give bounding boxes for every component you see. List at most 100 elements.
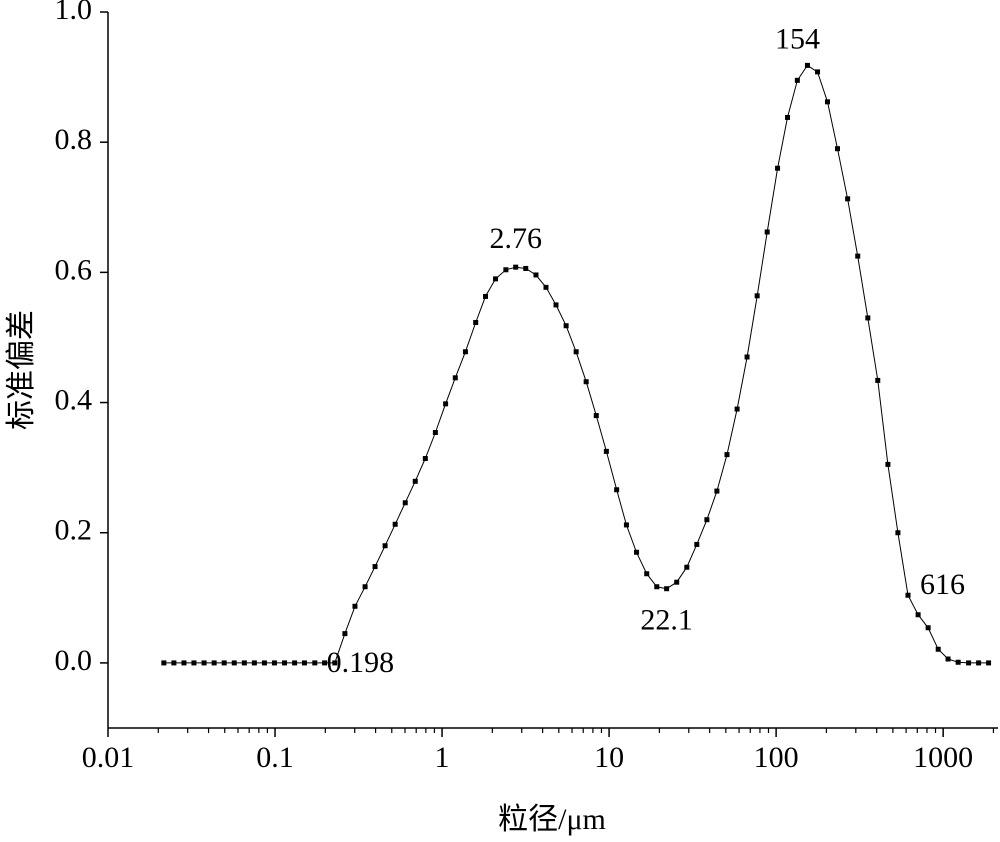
x-axis-label: 粒径/μm [498, 803, 606, 836]
marker [583, 379, 589, 385]
marker [282, 660, 288, 666]
marker [412, 478, 418, 484]
annotation: 0.198 [327, 646, 395, 679]
y-tick-label: 1.0 [55, 0, 93, 26]
marker [191, 660, 197, 666]
marker [533, 272, 539, 278]
marker [815, 69, 821, 75]
marker [824, 99, 830, 105]
annotation: 616 [920, 568, 965, 601]
annotation: 2.76 [489, 222, 542, 255]
marker [684, 564, 690, 570]
marker [593, 413, 599, 419]
marker [161, 660, 167, 666]
marker [945, 656, 951, 662]
marker [543, 284, 549, 290]
marker [754, 293, 760, 299]
marker [744, 354, 750, 360]
marker [804, 62, 810, 68]
marker [704, 517, 710, 523]
y-tick-label: 0.4 [55, 383, 93, 416]
marker [925, 625, 931, 631]
y-tick-label: 0.8 [55, 123, 93, 156]
marker [332, 660, 338, 666]
marker [634, 549, 640, 555]
marker [523, 265, 529, 271]
marker [352, 603, 358, 609]
marker [724, 452, 730, 458]
marker [785, 114, 791, 120]
marker [261, 660, 267, 666]
marker [211, 660, 217, 666]
marker [553, 302, 559, 308]
marker [986, 660, 992, 666]
marker [855, 253, 861, 259]
line [163, 64, 989, 664]
marker [171, 660, 177, 666]
marker [241, 660, 247, 666]
marker [301, 660, 307, 666]
marker [845, 196, 851, 202]
marker [382, 543, 388, 549]
x-tick-label: 10 [594, 741, 624, 774]
marker [231, 660, 237, 666]
marker [935, 646, 941, 652]
marker [432, 429, 438, 435]
marker [694, 541, 700, 547]
marker [443, 401, 449, 407]
marker [493, 276, 499, 282]
marker [865, 315, 871, 321]
marker [905, 592, 911, 598]
marker [644, 571, 650, 577]
marker [452, 375, 458, 381]
marker [402, 500, 408, 506]
y-axis-label: 标准偏差 [5, 310, 38, 430]
marker [775, 165, 781, 171]
marker [473, 319, 479, 325]
x-tick-label: 1000 [913, 741, 973, 774]
marker [201, 660, 207, 666]
marker [372, 564, 378, 570]
marker [503, 267, 509, 273]
marker [664, 586, 670, 592]
marker [462, 349, 468, 355]
marker [573, 349, 579, 355]
marker [915, 612, 921, 618]
marker [955, 659, 961, 665]
marker [322, 660, 328, 666]
marker [251, 660, 257, 666]
marker [895, 530, 901, 536]
marker [181, 660, 187, 666]
marker [392, 521, 398, 527]
y-tick-label: 0.6 [55, 253, 93, 286]
marker [312, 660, 318, 666]
annotation: 22.1 [640, 604, 693, 637]
marker [674, 579, 680, 585]
marker [422, 456, 428, 462]
y-tick-label: 0.2 [55, 514, 93, 547]
marker [603, 448, 609, 454]
marker [834, 146, 840, 152]
marker [714, 488, 720, 494]
marker [794, 77, 800, 83]
marker [342, 631, 348, 637]
marker [221, 660, 227, 666]
marker [563, 323, 569, 329]
marker [271, 660, 277, 666]
marker [513, 264, 519, 270]
marker [623, 522, 629, 528]
marker [734, 406, 740, 412]
marker [764, 229, 770, 235]
annotation: 154 [775, 22, 820, 55]
marker [654, 584, 660, 590]
marker [614, 487, 620, 493]
marker [976, 660, 982, 666]
marker [362, 584, 368, 590]
y-tick-label: 0.0 [55, 644, 93, 677]
marker [875, 377, 881, 383]
x-tick-label: 0.01 [82, 741, 135, 774]
x-tick-label: 0.1 [256, 741, 294, 774]
marker [483, 293, 489, 299]
marker [885, 461, 891, 467]
marker [966, 660, 972, 666]
